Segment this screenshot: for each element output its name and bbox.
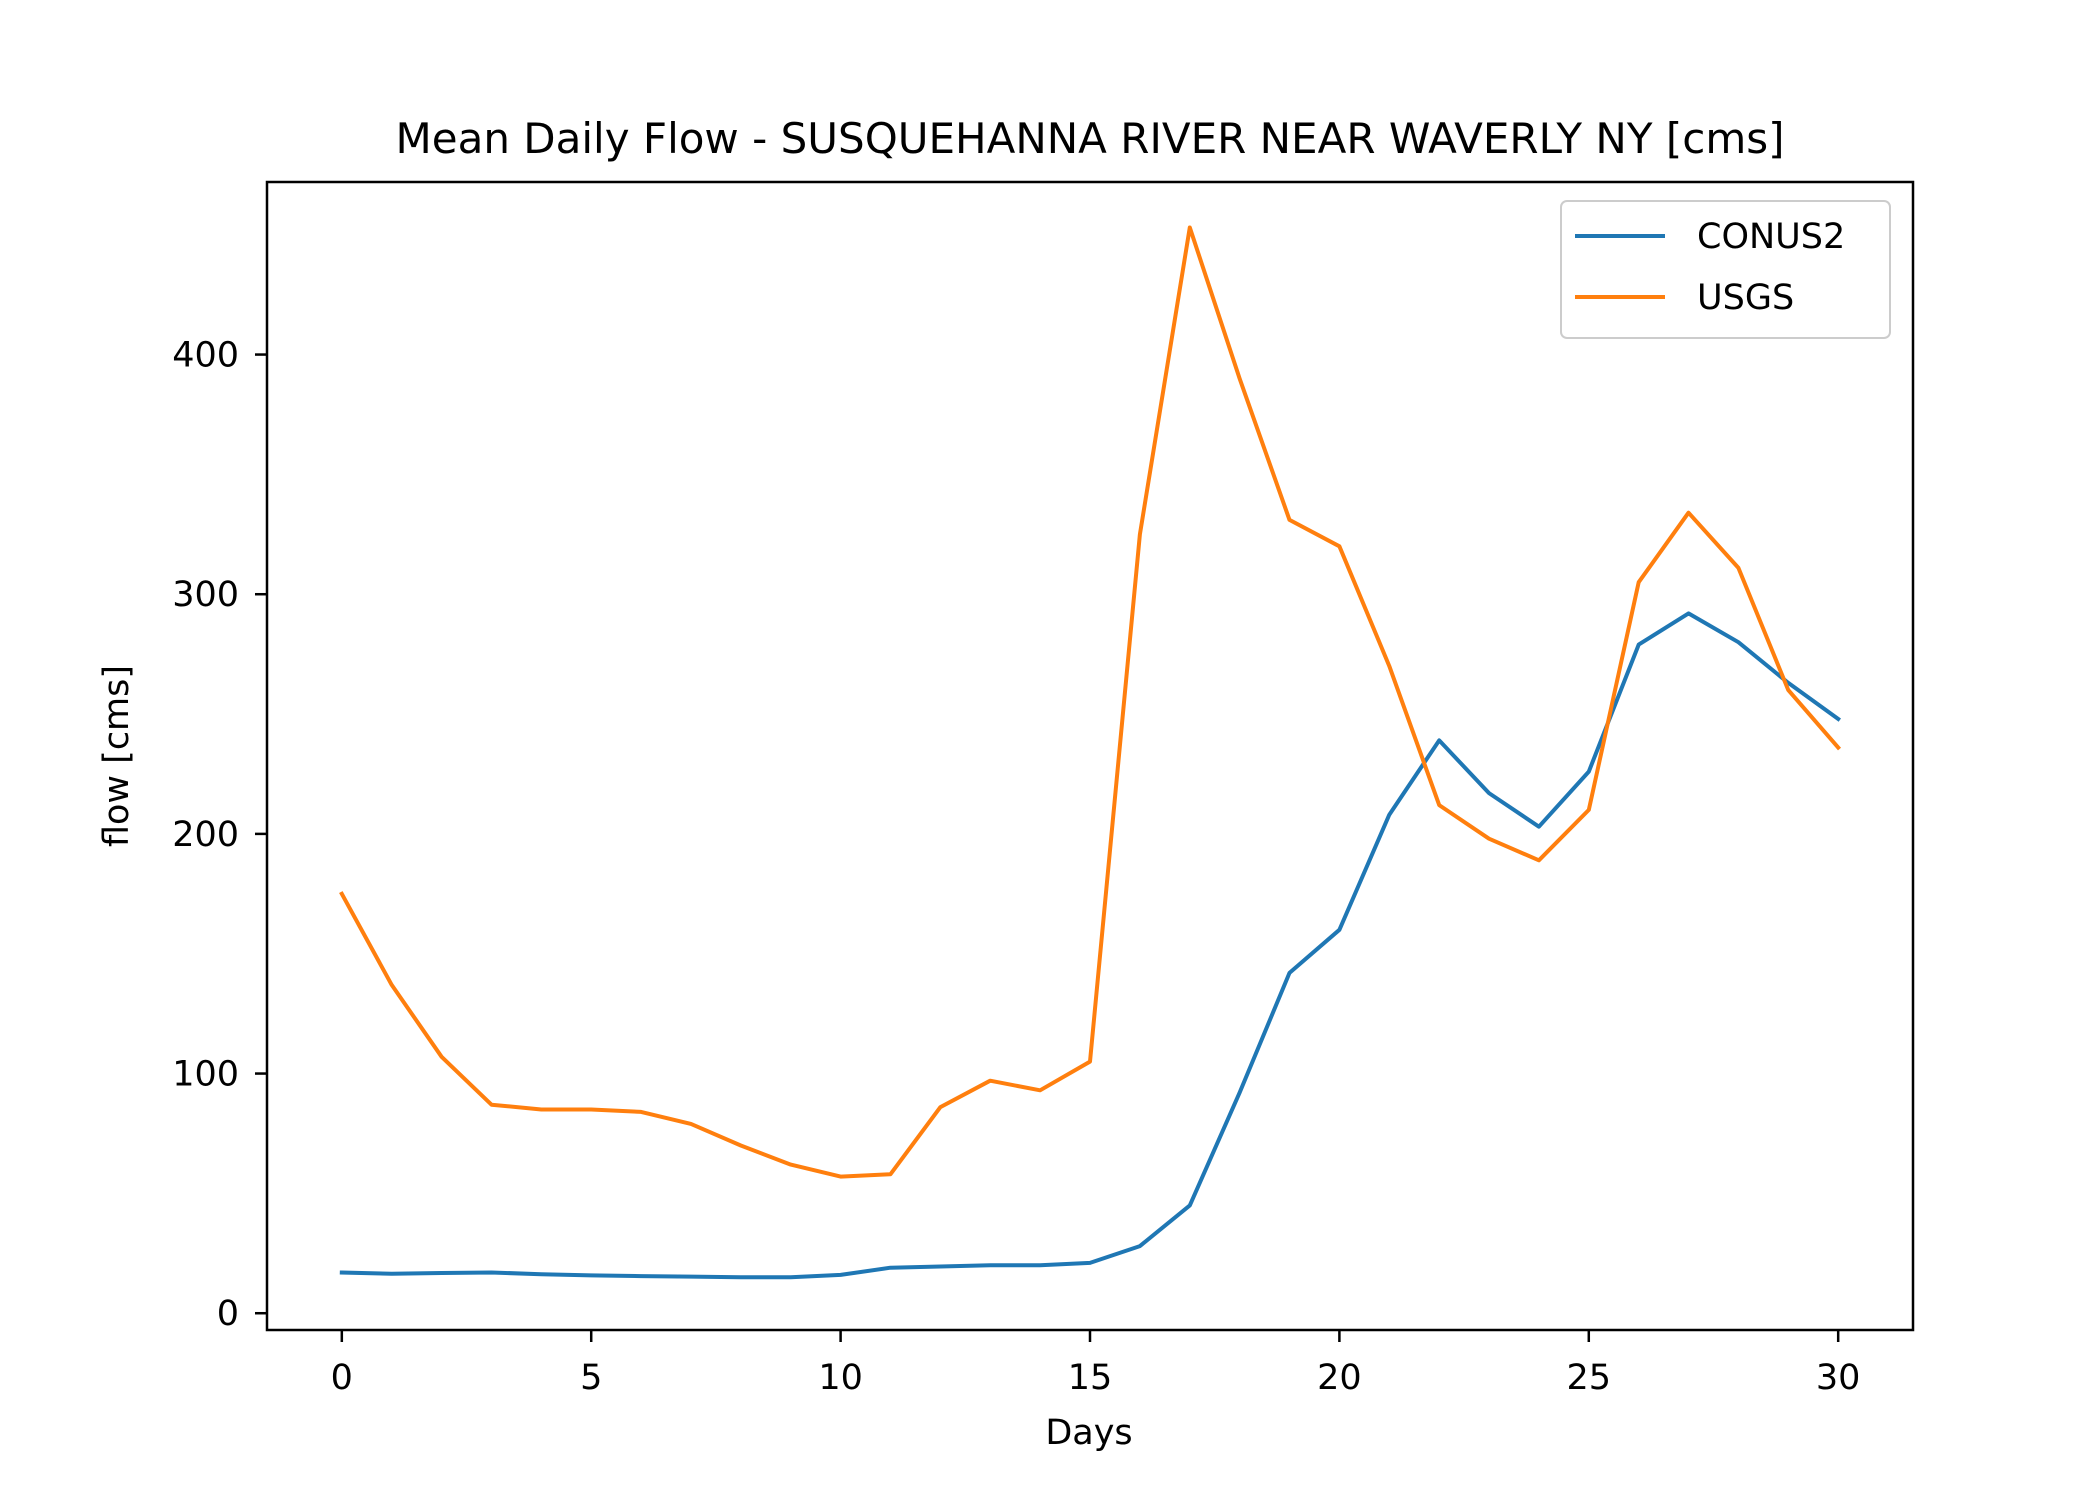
x-tick-label: 30	[1816, 1358, 1861, 1398]
y-axis: 0 100 200 300 400	[172, 336, 267, 1334]
x-tick-label: 10	[818, 1358, 863, 1398]
x-tick-label: 0	[331, 1358, 353, 1398]
legend-label-conus2: CONUS2	[1697, 217, 1845, 257]
y-tick-label: 100	[172, 1055, 239, 1095]
chart-title: Mean Daily Flow - SUSQUEHANNA RIVER NEAR…	[396, 114, 1785, 163]
series-line-usgs	[339, 225, 1842, 1179]
y-tick-label: 300	[172, 575, 239, 615]
x-tick-label: 25	[1567, 1358, 1612, 1398]
x-tick-label: 20	[1317, 1358, 1362, 1398]
legend: CONUS2 USGS	[1560, 200, 1891, 339]
x-tick-label: 5	[580, 1358, 602, 1398]
y-tick-label: 0	[217, 1294, 239, 1334]
plot-frame	[265, 180, 1915, 1332]
y-axis-label: flow [cms]	[97, 665, 137, 847]
plot-series	[339, 225, 1842, 1280]
x-tick-label: 15	[1068, 1358, 1113, 1398]
x-axis-label: Days	[1045, 1413, 1132, 1453]
y-tick-label: 400	[172, 336, 239, 376]
x-axis: 0 5 10 15 20 25 30	[331, 1330, 1861, 1398]
series-line-conus2	[339, 611, 1841, 1280]
legend-label-usgs: USGS	[1697, 278, 1794, 318]
y-tick-label: 200	[172, 815, 239, 855]
